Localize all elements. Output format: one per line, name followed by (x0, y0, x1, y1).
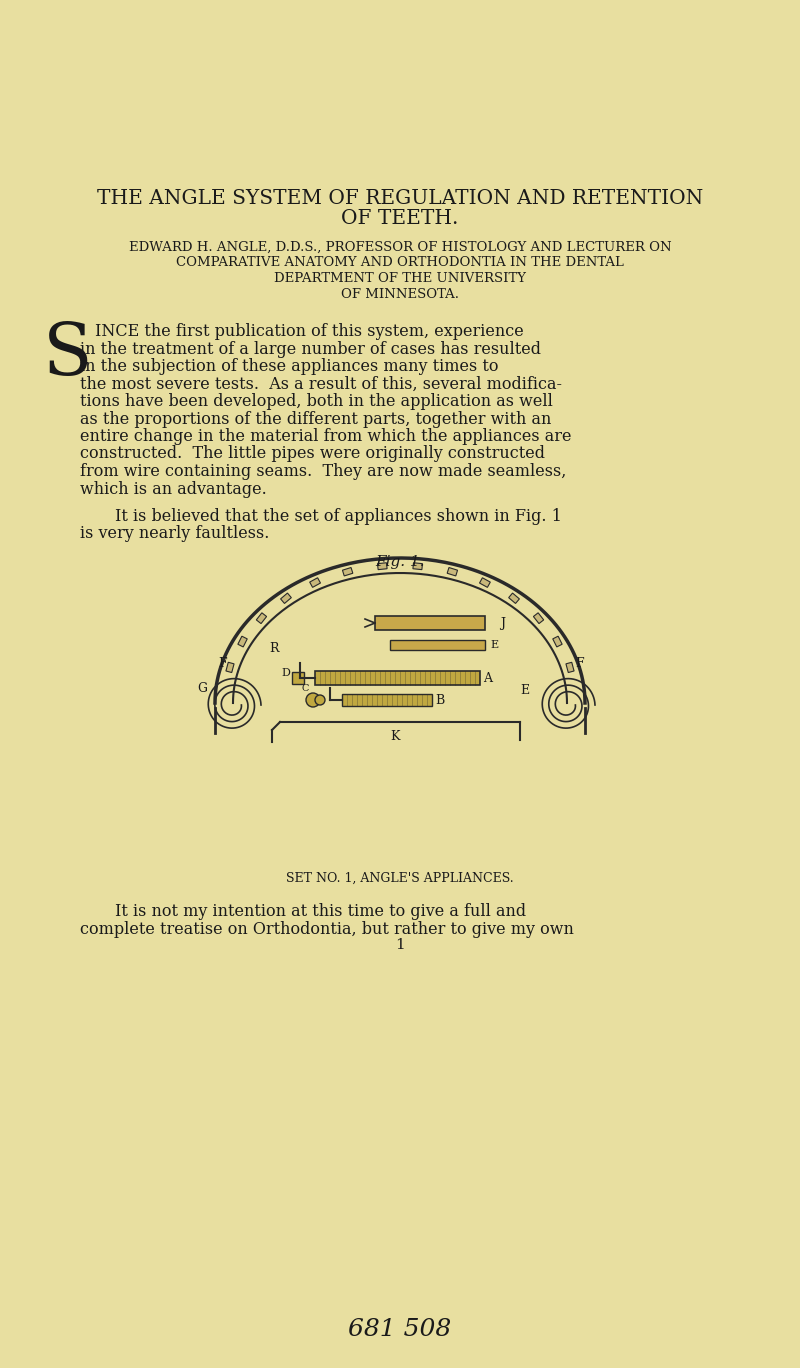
Bar (292, 672, 304, 684)
Text: It is not my intention at this time to give a full and: It is not my intention at this time to g… (115, 903, 526, 921)
Text: It is believed that the set of appliances shown in Fig. 1: It is believed that the set of appliance… (115, 508, 562, 525)
Circle shape (315, 695, 325, 705)
Text: EDWARD H. ANGLE, D.D.S., PROFESSOR OF HISTOLOGY AND LECTURER ON: EDWARD H. ANGLE, D.D.S., PROFESSOR OF HI… (129, 241, 671, 253)
Text: 681 508: 681 508 (348, 1319, 452, 1342)
Text: S: S (43, 320, 93, 390)
Text: K: K (390, 729, 400, 743)
Text: from wire containing seams.  They are now made seamless,: from wire containing seams. They are now… (80, 462, 566, 480)
Bar (375, 616, 485, 631)
Text: COMPARATIVE ANATOMY AND ORTHODONTIA IN THE DENTAL: COMPARATIVE ANATOMY AND ORTHODONTIA IN T… (176, 257, 624, 269)
Text: DEPARTMENT OF THE UNIVERSITY: DEPARTMENT OF THE UNIVERSITY (274, 272, 526, 286)
Text: R: R (270, 643, 279, 655)
Polygon shape (509, 594, 519, 603)
Text: 1: 1 (395, 938, 405, 952)
Text: SET NO. 1, ANGLE'S APPLIANCES.: SET NO. 1, ANGLE'S APPLIANCES. (286, 871, 514, 885)
Text: INCE the first publication of this system, experience: INCE the first publication of this syste… (95, 323, 524, 341)
Text: which is an advantage.: which is an advantage. (80, 480, 266, 498)
Text: entire change in the material from which the appliances are: entire change in the material from which… (80, 428, 571, 445)
Text: tions have been developed, both in the application as well: tions have been developed, both in the a… (80, 393, 553, 410)
Text: Fig. 1.: Fig. 1. (375, 555, 425, 569)
Polygon shape (479, 577, 490, 587)
Polygon shape (226, 662, 234, 673)
Bar (315, 670, 480, 685)
Text: D: D (281, 668, 290, 679)
Text: complete treatise on Orthodontia, but rather to give my own: complete treatise on Orthodontia, but ra… (80, 921, 574, 937)
Text: G: G (197, 681, 207, 695)
Text: J: J (500, 617, 505, 629)
Polygon shape (566, 662, 574, 673)
Bar (342, 694, 432, 706)
Text: F: F (218, 657, 227, 670)
Text: in the treatment of a large number of cases has resulted: in the treatment of a large number of ca… (80, 341, 541, 357)
Text: in the subjection of these appliances many times to: in the subjection of these appliances ma… (80, 358, 498, 375)
Polygon shape (378, 562, 387, 569)
Text: THE ANGLE SYSTEM OF REGULATION AND RETENTION: THE ANGLE SYSTEM OF REGULATION AND RETEN… (97, 189, 703, 208)
Text: OF MINNESOTA.: OF MINNESOTA. (341, 289, 459, 301)
Bar (390, 640, 485, 650)
Polygon shape (534, 613, 544, 624)
Text: C: C (302, 684, 309, 694)
Polygon shape (281, 594, 291, 603)
Circle shape (306, 694, 320, 707)
Text: F: F (576, 657, 584, 670)
Polygon shape (413, 562, 422, 569)
Polygon shape (310, 577, 321, 587)
Text: OF TEETH.: OF TEETH. (342, 208, 458, 227)
Polygon shape (553, 636, 562, 647)
Polygon shape (342, 568, 353, 576)
Text: E: E (490, 640, 498, 650)
Text: B: B (435, 694, 444, 706)
Text: A: A (483, 672, 492, 684)
Text: constructed.  The little pipes were originally constructed: constructed. The little pipes were origi… (80, 446, 545, 462)
Polygon shape (256, 613, 266, 624)
Text: is very nearly faultless.: is very nearly faultless. (80, 525, 270, 543)
Polygon shape (447, 568, 458, 576)
Text: E: E (520, 684, 529, 696)
Text: as the proportions of the different parts, together with an: as the proportions of the different part… (80, 410, 551, 427)
Text: the most severe tests.  As a result of this, several modifica-: the most severe tests. As a result of th… (80, 375, 562, 393)
Polygon shape (238, 636, 247, 647)
